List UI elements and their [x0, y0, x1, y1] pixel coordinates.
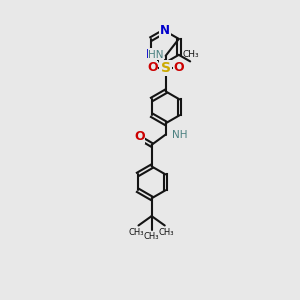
Text: O: O — [134, 130, 145, 143]
Text: O: O — [173, 61, 184, 74]
Text: N: N — [160, 24, 170, 38]
Text: CH₃: CH₃ — [159, 228, 174, 237]
Text: HN: HN — [148, 50, 164, 60]
Text: S: S — [161, 61, 171, 75]
Text: CH₃: CH₃ — [129, 228, 144, 237]
Text: N: N — [146, 48, 156, 61]
Text: CH₃: CH₃ — [144, 232, 159, 242]
Text: NH: NH — [172, 130, 188, 140]
Text: O: O — [147, 61, 158, 74]
Text: CH₃: CH₃ — [183, 50, 200, 58]
